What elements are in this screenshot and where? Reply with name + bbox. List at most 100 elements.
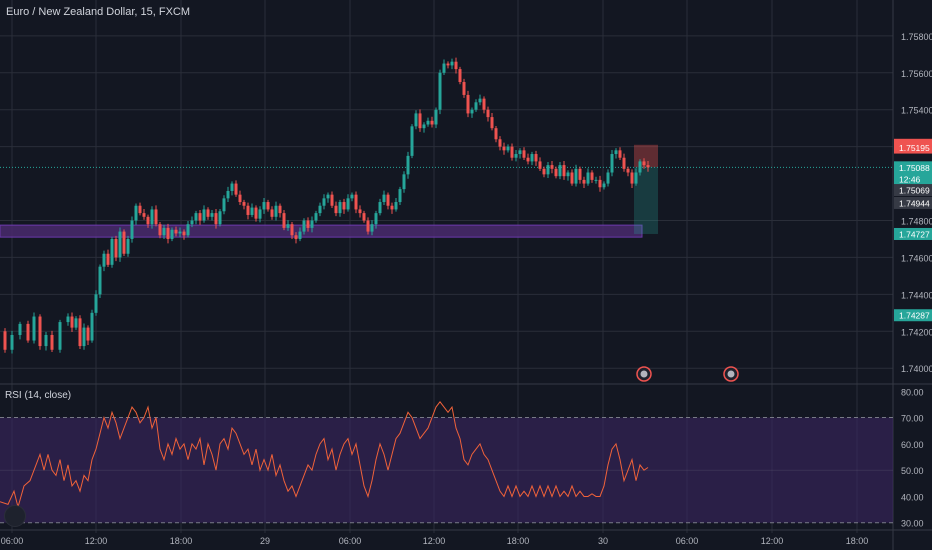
candle-body [322, 198, 326, 206]
price-tick-label: 1.74000 [901, 364, 932, 374]
candle-body [338, 202, 342, 214]
candle-body [354, 194, 358, 210]
candle-body [374, 213, 378, 225]
candle-body [450, 61, 454, 66]
candle-body [50, 334, 54, 350]
candle-body [438, 72, 442, 110]
candle-body [474, 102, 478, 110]
candle-body [594, 179, 598, 181]
price-badge-label: 12:46 [899, 174, 921, 184]
candle-body [398, 189, 402, 203]
stop-loss-zone [634, 144, 658, 168]
candle-body [290, 224, 294, 236]
candle-body [586, 172, 590, 184]
candle-body [178, 231, 182, 234]
candle-body [574, 168, 578, 184]
support-zone [0, 224, 643, 238]
candle-body [482, 98, 486, 110]
price-badge-label: 1.75088 [899, 163, 930, 173]
candle-body [542, 168, 546, 175]
price-tick-label: 1.75800 [901, 32, 932, 42]
candle-body [306, 220, 310, 228]
candle-body [10, 334, 14, 350]
candle-body [26, 323, 30, 341]
candle-body [38, 316, 42, 347]
rsi-tick-label: 70.00 [901, 414, 924, 424]
time-tick-label: 12:00 [85, 536, 108, 546]
time-tick-label: 29 [260, 536, 270, 546]
candle-body [638, 161, 642, 173]
candle-body [182, 231, 186, 236]
candle-body [570, 172, 574, 184]
candle-body [422, 124, 426, 129]
event-markers [636, 366, 739, 382]
candle-body [118, 231, 122, 258]
price-tick-label: 1.75600 [901, 69, 932, 79]
candle-body [642, 161, 646, 166]
candle-body [154, 209, 158, 225]
candle-body [326, 194, 330, 199]
rsi-title: RSI (14, close) [5, 390, 72, 401]
candle-body [262, 202, 266, 210]
candle-body [342, 202, 346, 210]
candle-body [134, 205, 138, 221]
candle-body [606, 172, 610, 184]
candle-body [546, 165, 550, 175]
candle-body [530, 154, 534, 162]
candle-body [518, 150, 522, 155]
candle-body [250, 207, 254, 215]
candle-body [270, 209, 274, 217]
candle-body [202, 209, 206, 221]
rsi-tick-label: 50.00 [901, 466, 924, 476]
candle-body [478, 98, 482, 103]
candle-body [334, 205, 338, 214]
candle-body [410, 126, 414, 156]
candle-body [210, 213, 214, 217]
candle-body [138, 205, 142, 214]
candle-body [414, 113, 418, 127]
price-badge-label: 1.75195 [899, 143, 930, 153]
take-profit-zone [634, 167, 658, 234]
candle-body [582, 179, 586, 184]
candle-body [386, 194, 390, 206]
rsi-tick-label: 80.00 [901, 387, 924, 397]
candle-body [106, 253, 110, 265]
candle-body [526, 157, 530, 162]
candle-body [418, 113, 422, 129]
candle-body [614, 150, 618, 155]
candle-body [242, 202, 246, 206]
candle-body [622, 157, 626, 169]
time-tick-label: 06:00 [676, 536, 699, 546]
candle-body [166, 227, 170, 239]
candle-body [454, 61, 458, 70]
price-tick-label: 1.74800 [901, 217, 932, 227]
tradingview-logo-icon[interactable] [4, 505, 26, 527]
candle-body [230, 183, 234, 191]
price-candles [3, 57, 650, 354]
candle-body [394, 202, 398, 210]
x-axis: 06:00 12:00 18:00 29 06:00 12:00 18:00 30 06:00 1… [0, 529, 932, 546]
price-badge [894, 172, 932, 185]
candle-body [282, 213, 286, 228]
candle-body [302, 220, 306, 232]
candle-body [162, 227, 166, 236]
candle-body [458, 69, 462, 83]
candle-body [98, 266, 102, 295]
candle-body [318, 205, 322, 214]
candle-body [298, 231, 302, 239]
candle-body [86, 327, 90, 341]
candle-body [610, 154, 614, 173]
price-tick-label: 1.74400 [901, 290, 932, 300]
candle-body [506, 146, 510, 151]
candle-body [634, 172, 638, 184]
candle-body [226, 190, 230, 199]
candle-body [646, 165, 650, 168]
price-badge [894, 161, 932, 174]
candle-body [194, 213, 198, 221]
price-badge-label: 1.74944 [899, 198, 930, 208]
candle-body [558, 165, 562, 177]
price-tick-label: 1.74200 [901, 327, 932, 337]
candle-body [598, 179, 602, 188]
candle-body [114, 238, 118, 258]
